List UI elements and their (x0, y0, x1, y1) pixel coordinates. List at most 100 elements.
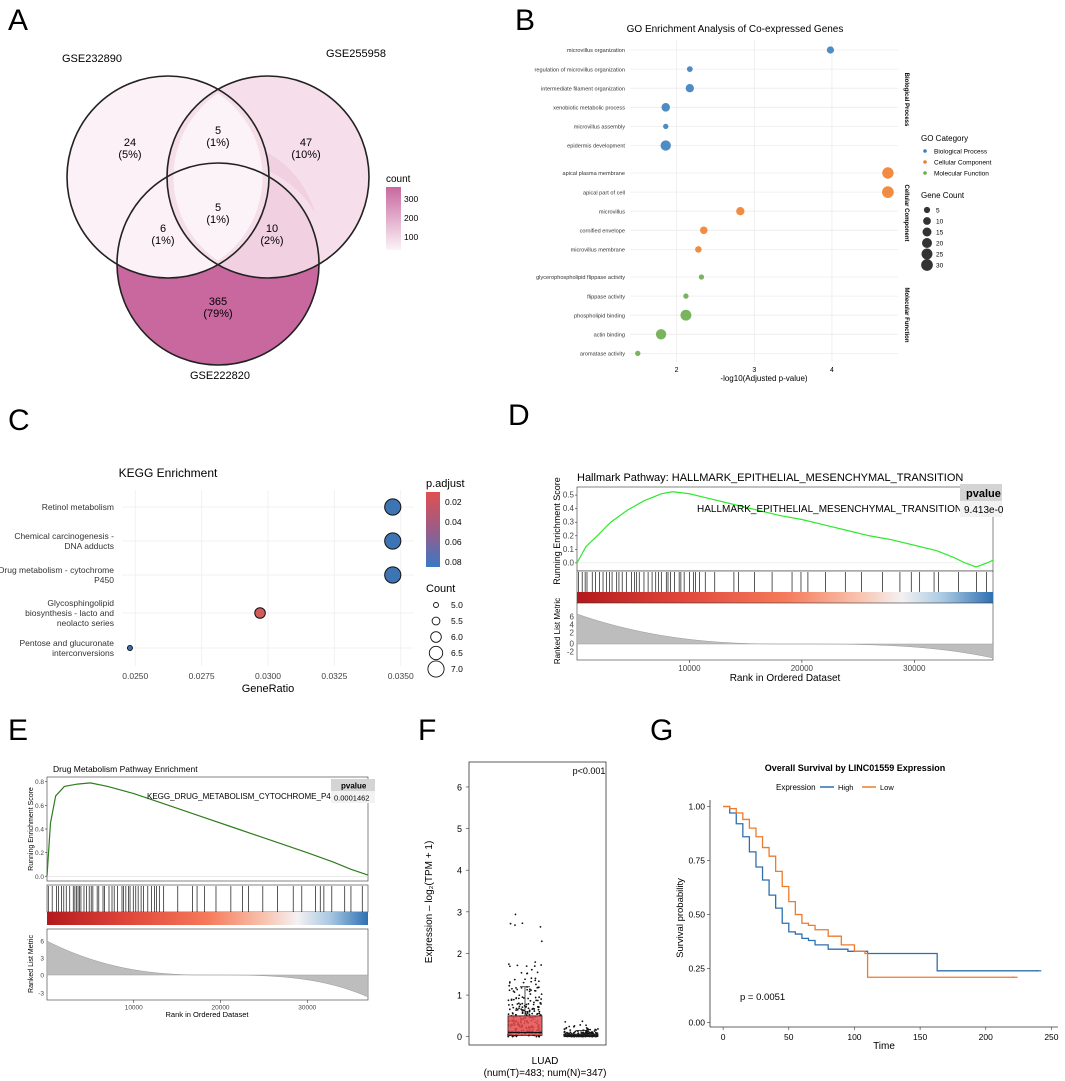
box-jitter-point (518, 1007, 520, 1010)
kegg-size-legend-label: 6.0 (451, 632, 463, 642)
venn-region-labels: 24 (5%) 47 (10%) 365 (79%) 5 (1%) 6 (1%)… (118, 125, 320, 320)
kegg-padjust-colorbar (426, 492, 440, 567)
box-iqr (507, 1015, 543, 1036)
gsea-emt-pvalue-header-bg (960, 484, 1002, 501)
km-pvalue: p = 0.0051 (740, 992, 785, 1003)
gsea-emt-x-axis-label: Rank in Ordered Dataset (730, 673, 841, 684)
km-y-axis-label: Survival probability (675, 878, 686, 958)
box-jitter-point (593, 1030, 596, 1032)
go-facet-label: Molecular Function (903, 287, 909, 342)
kegg-pathway-label: biosynthesis - lacto and (25, 608, 114, 618)
km-y-tick-label: 0.50 (688, 910, 705, 920)
km-x-tick-label: 0 (721, 1032, 726, 1042)
gsea-y-tick-label: 0.4 (35, 827, 44, 834)
box-jitter-point (514, 913, 517, 916)
gsea-emt-series-label: HALLMARK_EPITHELIAL_MESENCHYMAL_TRANSITI… (697, 504, 962, 515)
venn-set-label-1: GSE232890 (62, 53, 122, 65)
kegg-size-legend-label: 5.5 (451, 616, 463, 626)
box-jitter-point (586, 1027, 589, 1030)
km-y-tick-label: 0.75 (688, 856, 705, 866)
gsea-y-tick-label: 0.4 (563, 504, 575, 513)
go-size-legend-label: 15 (936, 230, 944, 237)
box-y-tick-label: 4 (457, 866, 462, 876)
box-jitter-point (584, 1031, 587, 1034)
venn-pct-r13: (1%) (151, 235, 174, 247)
go-point (661, 103, 670, 112)
km-y-tick-label: 0.00 (688, 1018, 705, 1028)
go-term-label: intermediate filament organization (541, 86, 625, 92)
kegg-padjust-title: p.adjust (426, 478, 465, 490)
go-facet-label: Cellular Component (903, 184, 909, 241)
gsea-y2-tick-label: -3 (38, 991, 44, 998)
box-jitter-point (522, 981, 525, 984)
venn-region-r12-fill (173, 93, 263, 261)
go-legend-bp: Biological Process (934, 149, 988, 156)
box-jitter-point (539, 925, 542, 928)
gsea-drug-pvalue: 0.0001462 (334, 794, 369, 803)
go-point (882, 167, 894, 179)
kegg-x-axis-label: GeneRatio (242, 683, 295, 695)
box-jitter-point (535, 999, 538, 1002)
go-legend-size-title: Gene Count (921, 191, 965, 200)
box-jitter-point (574, 1030, 577, 1033)
box-plot-area (468, 761, 607, 1046)
box-jitter-point (525, 1014, 528, 1016)
box-jitter-point (521, 1006, 524, 1009)
box-jitter-point (528, 1010, 531, 1013)
gsea-drug-pvalue-header: pvalue (341, 782, 367, 791)
box-jitter-point (516, 1003, 519, 1005)
box-jitter-point (534, 979, 537, 982)
box-jitter-point (540, 1003, 542, 1005)
venn-count-legend: count 300 200 100 (386, 174, 418, 250)
kegg-x-tick-label: 0.0350 (388, 671, 414, 681)
box-jitter-point (526, 1011, 529, 1013)
gsea-emt-heat-strip (577, 592, 993, 603)
go-x-axis-label: -log10(Adjusted p-value) (720, 374, 807, 383)
box-jitter-point (536, 999, 539, 1002)
expression-boxplot: p<0.001 0 1 2 3 4 5 6 Expression – log₂(TPM + … (424, 761, 607, 1079)
box-jitter-point (529, 999, 532, 1002)
box-jitter-point (507, 1035, 510, 1038)
go-point (882, 186, 894, 198)
go-facet-strip (898, 164, 909, 262)
box-jitter-point (511, 1012, 514, 1014)
gsea-emt-pvalue: 9.413e-0 (964, 505, 1004, 516)
box-jitter-point (517, 1002, 520, 1005)
box-jitter-point (537, 986, 540, 989)
box-jitter-point (536, 986, 539, 989)
gsea-y-tick-label: 0.2 (563, 531, 575, 540)
gsea-y-tick-label: 0.2 (35, 850, 44, 857)
gsea-y-tick-label: 0.3 (563, 518, 575, 527)
box-jitter-point (585, 1029, 588, 1032)
kegg-point (384, 532, 402, 550)
box-jitter-point (536, 1013, 538, 1016)
kegg-x-tick-label: 0.0325 (321, 671, 347, 681)
go-term-label: microvillus organization (567, 48, 625, 54)
gsea-emt-plot: Hallmark Pathway: HALLMARK_EPITHELIAL_ME… (552, 472, 1004, 684)
gsea-emt-pvalue-header: pvalue (966, 488, 1001, 500)
box-jitter-point (521, 996, 524, 999)
box-jitter-point (518, 994, 521, 997)
box-jitter-point (568, 1025, 571, 1028)
box-jitter-point (512, 990, 515, 993)
venn-pct-r123: (1%) (206, 214, 229, 226)
venn-count-only2: 47 (300, 137, 312, 149)
box-jitter-point (565, 1027, 567, 1030)
go-term-label: regulation of microvillus organization (535, 67, 625, 73)
box-jitter-point (514, 1013, 517, 1016)
gsea-emt-metric-panel (576, 602, 994, 661)
gsea-x-tick-label: 10000 (125, 1005, 143, 1012)
venn-count-only1: 24 (124, 137, 136, 149)
go-point (635, 350, 641, 357)
box-jitter-point (563, 1030, 566, 1033)
box-category-label: LUAD (532, 1056, 559, 1067)
km-y-tick-label: 1.00 (688, 801, 705, 811)
box-jitter-point (520, 1008, 523, 1011)
box-jitter-point (524, 978, 526, 981)
box-jitter-point (538, 996, 541, 999)
kegg-pathway-label: Chemical carcinogenesis - (14, 531, 114, 541)
box-jitter-point (511, 987, 513, 990)
go-point (700, 226, 708, 235)
venn-count-r23: 10 (266, 223, 278, 235)
